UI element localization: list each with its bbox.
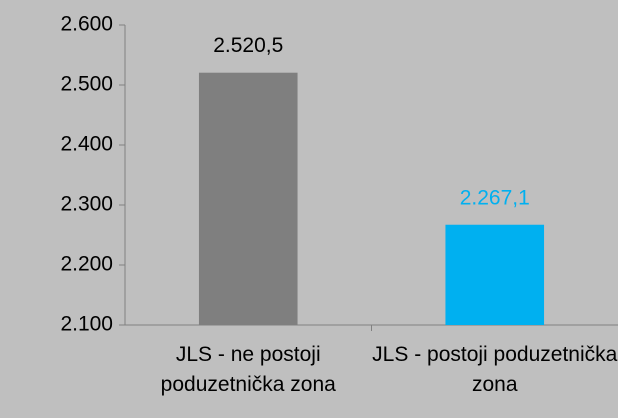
- y-tick-label: 2.600: [60, 13, 113, 36]
- value-label: 2.520,5: [213, 34, 283, 57]
- bar: [445, 224, 545, 325]
- y-tick-label: 2.500: [60, 73, 113, 96]
- y-tick-label: 2.400: [60, 133, 113, 156]
- y-tick-label: 2.200: [60, 253, 113, 276]
- y-tick-label: 2.300: [60, 193, 113, 216]
- x-tick-label: JLS - ne postoji poduzetnička zona: [160, 343, 336, 396]
- x-tick-label: JLS - postoji poduzetnička zona: [372, 343, 618, 396]
- value-label: 2.267,1: [460, 186, 530, 209]
- y-tick-label: 2.100: [60, 313, 113, 336]
- bar: [198, 72, 298, 325]
